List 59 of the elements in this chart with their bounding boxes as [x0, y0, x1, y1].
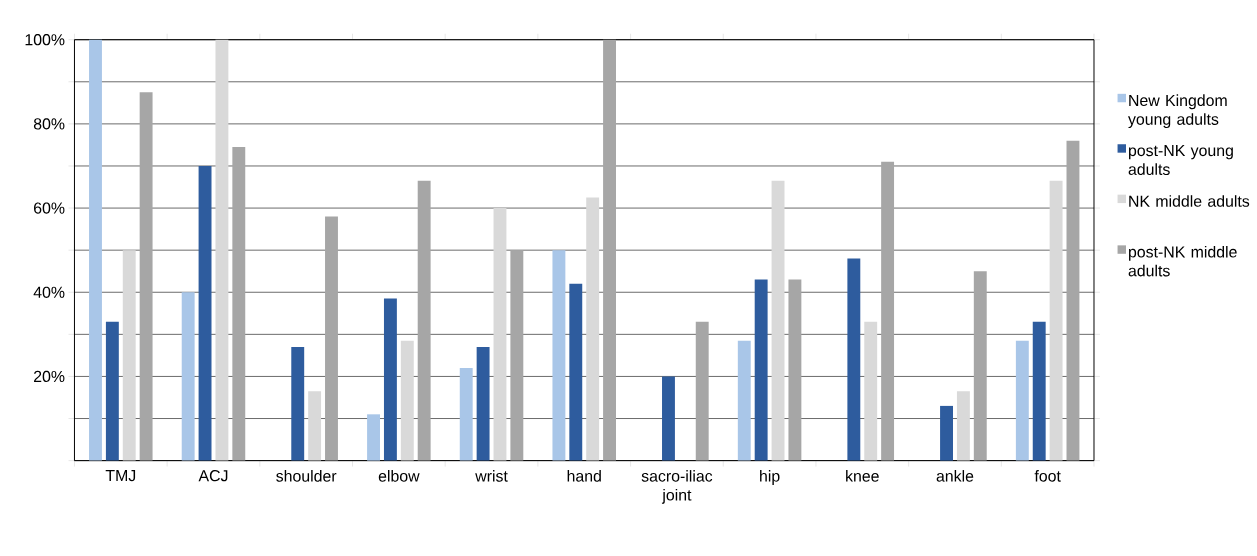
- bar: [1049, 180, 1063, 461]
- x-tick-label: TMJ: [105, 470, 136, 482]
- legend-label: NK middle adults: [1129, 195, 1250, 207]
- bar: [662, 376, 675, 461]
- x-tick-label: foot: [1034, 470, 1061, 482]
- bar: [603, 39, 616, 461]
- bar: [198, 166, 212, 461]
- bar: [122, 250, 136, 461]
- bar: [1032, 321, 1046, 461]
- bar: [181, 292, 195, 461]
- x-tick-label: shoulder: [276, 470, 337, 482]
- bar: [847, 258, 861, 461]
- bar: [139, 92, 153, 461]
- y-tick-label: 60%: [34, 202, 65, 214]
- bar: [383, 298, 397, 461]
- bar: [325, 216, 338, 461]
- bar: [586, 197, 600, 461]
- bar: [771, 180, 785, 461]
- bar: [510, 250, 524, 461]
- y-tick-label: 80%: [33, 118, 65, 130]
- bar: [400, 340, 414, 461]
- x-tick-label: hand: [567, 470, 601, 482]
- bar: [459, 368, 473, 461]
- legend-label: New Kingdom young adults: [1128, 94, 1227, 129]
- bar: [291, 347, 305, 461]
- bar: [864, 321, 878, 461]
- bar: [956, 391, 970, 461]
- bar: [493, 208, 507, 461]
- bar: [476, 347, 490, 461]
- bar: [695, 321, 709, 461]
- y-tick-label: 20%: [34, 370, 65, 383]
- bar: [105, 321, 119, 461]
- x-tick-label: wrist: [475, 470, 508, 482]
- bar: [215, 39, 229, 461]
- y-tick-label: 100%: [25, 34, 65, 46]
- y-tick-label: 40%: [33, 286, 65, 298]
- bar: [1066, 140, 1080, 461]
- bar: [754, 279, 768, 461]
- x-tick-label: hip: [760, 470, 780, 485]
- bar: [569, 283, 583, 461]
- x-tick-label: knee: [846, 470, 879, 482]
- bar: [1015, 340, 1029, 461]
- legend-label: post-NK middle adults: [1128, 245, 1237, 277]
- bar: [737, 340, 751, 461]
- bar: [367, 414, 380, 461]
- legend-label: post-NK young adults: [1128, 145, 1233, 176]
- bar: [973, 271, 987, 461]
- bar: [940, 405, 953, 461]
- bar: [552, 250, 566, 461]
- bar: [89, 39, 102, 461]
- x-tick-label: sacro-iliac joint: [641, 470, 713, 504]
- bar: [881, 161, 895, 461]
- bar: [788, 279, 802, 461]
- x-tick-label: elbow: [378, 470, 420, 482]
- bar: [417, 180, 431, 461]
- x-tick-label: ankle: [936, 470, 974, 482]
- bar: [308, 391, 322, 461]
- x-tick-label: ACJ: [198, 470, 228, 482]
- bar: [232, 147, 246, 461]
